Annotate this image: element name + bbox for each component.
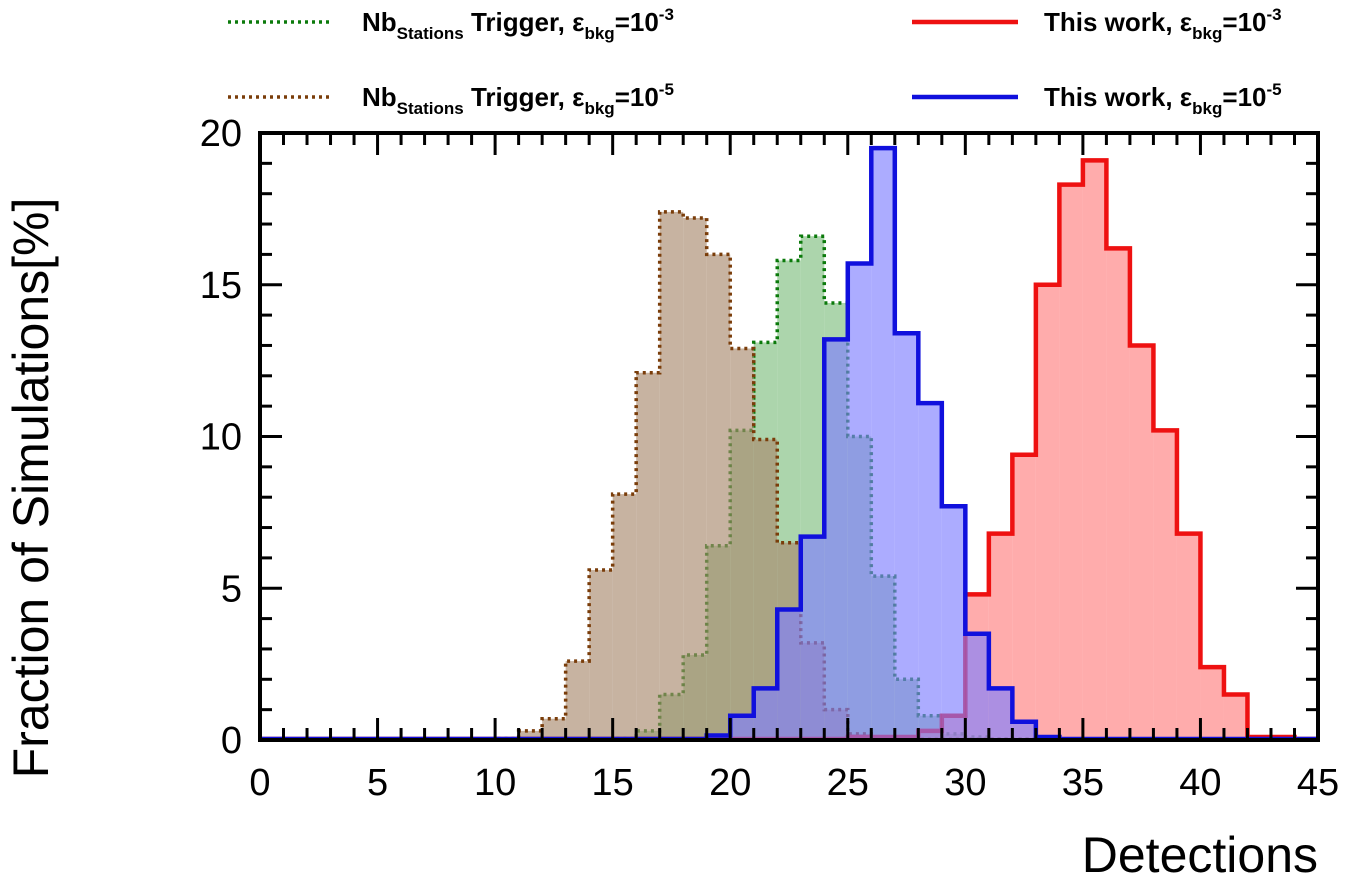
series-3-bar bbox=[847, 263, 872, 740]
series-3-bar bbox=[753, 688, 778, 740]
y-tick-label: 15 bbox=[200, 265, 242, 307]
series-2-bar bbox=[1200, 667, 1224, 740]
series-1-bar bbox=[683, 217, 707, 740]
series-1-bar bbox=[565, 661, 590, 740]
series-3-bar bbox=[871, 148, 895, 740]
series-3-bar bbox=[965, 633, 989, 740]
x-tick-label: 20 bbox=[709, 762, 751, 804]
x-tick-label: 0 bbox=[249, 762, 270, 804]
x-tick-label: 5 bbox=[367, 762, 388, 804]
series-1-bar bbox=[542, 718, 566, 740]
series-1-bar bbox=[753, 439, 778, 740]
series-1-bar bbox=[706, 254, 731, 740]
y-axis-title: Fraction of Simulations[%] bbox=[3, 198, 59, 779]
legend-item-3: This work, εbkg=10-5 bbox=[912, 80, 1282, 118]
y-tick-label: 0 bbox=[221, 720, 242, 762]
series-layer bbox=[260, 145, 1318, 740]
series-2-bar bbox=[1082, 160, 1107, 740]
series-3-bar bbox=[777, 609, 801, 740]
series-3-bar bbox=[941, 506, 966, 740]
series-2-bar bbox=[1223, 694, 1248, 740]
series-1-bar bbox=[518, 730, 543, 740]
x-tick-label: 25 bbox=[827, 762, 869, 804]
series-1-bar bbox=[730, 348, 754, 740]
series-2-bar bbox=[1035, 284, 1060, 740]
series-2-bar bbox=[1153, 430, 1177, 740]
x-tick-label: 35 bbox=[1062, 762, 1104, 804]
x-tick-label: 10 bbox=[474, 762, 516, 804]
x-tick-label: 15 bbox=[592, 762, 634, 804]
x-tick-label: 40 bbox=[1179, 762, 1221, 804]
series-2-bar bbox=[1059, 184, 1083, 740]
legend-label: This work, εbkg=10-5 bbox=[1044, 80, 1282, 118]
legend-item-2: This work, εbkg=10-3 bbox=[912, 5, 1282, 43]
legend-item-1: NbStations Trigger, εbkg=10-5 bbox=[228, 80, 674, 118]
series-1-bar bbox=[612, 494, 637, 740]
series-1-bar bbox=[589, 570, 613, 740]
series-1-bar bbox=[636, 372, 660, 740]
tick-label-layer: 0 5 10 15 20 25 30 35 40 45 0 5 10 15 20 bbox=[200, 113, 1339, 804]
series-1-outline bbox=[260, 210, 1318, 740]
series-2-bar bbox=[1012, 454, 1036, 740]
y-tick-label: 10 bbox=[200, 417, 242, 459]
legend-label: This work, εbkg=10-3 bbox=[1044, 5, 1282, 43]
tick-layer bbox=[258, 131, 1320, 742]
series-2 bbox=[260, 158, 1318, 740]
series-3-bar bbox=[824, 339, 848, 740]
series-1-bar bbox=[659, 211, 684, 740]
series-3-bar bbox=[988, 688, 1013, 740]
series-3-bar bbox=[800, 536, 825, 740]
x-tick-label: 30 bbox=[944, 762, 986, 804]
legend: NbStations Trigger, εbkg=10-3 NbStations … bbox=[228, 5, 1282, 118]
legend-item-0: NbStations Trigger, εbkg=10-3 bbox=[228, 5, 674, 43]
series-3-bar bbox=[894, 333, 919, 740]
series-3-bar bbox=[706, 735, 731, 740]
series-3-bar bbox=[918, 403, 942, 740]
series-2-bar bbox=[1176, 533, 1201, 740]
x-axis-title: Detections bbox=[1082, 827, 1318, 881]
series-2-bar bbox=[1106, 248, 1130, 740]
y-tick-label: 20 bbox=[200, 113, 242, 155]
y-tick-label: 5 bbox=[221, 568, 242, 610]
legend-label: NbStations Trigger, εbkg=10-3 bbox=[362, 5, 674, 43]
series-3-bar bbox=[730, 715, 754, 740]
series-3 bbox=[260, 145, 1318, 740]
x-tick-label: 45 bbox=[1297, 762, 1339, 804]
series-3-outline bbox=[260, 145, 1318, 740]
legend-label: NbStations Trigger, εbkg=10-5 bbox=[362, 80, 674, 118]
series-2-bar bbox=[1129, 345, 1154, 740]
series-3-bar bbox=[1012, 721, 1036, 740]
